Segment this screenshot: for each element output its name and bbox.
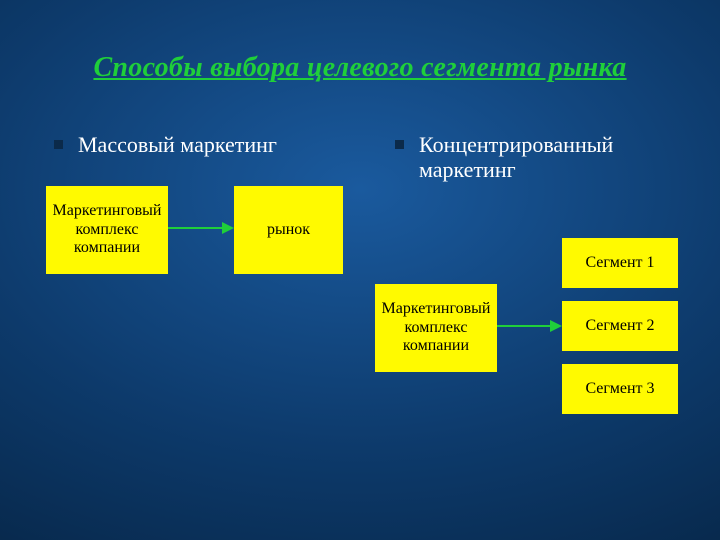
box-marketing-complex-right: Маркетинговый комплекс компании	[375, 284, 497, 372]
bullet-left	[54, 140, 63, 149]
arrow-right-head	[550, 320, 562, 332]
box-segment-3: Сегмент 3	[562, 364, 678, 414]
arrow-left-head	[222, 222, 234, 234]
label-concentrated-marketing: Концентрированный маркетинг	[419, 132, 683, 183]
slide-title: Способы выбора целевого сегмента рынка	[0, 52, 720, 84]
label-mass-marketing: Массовый маркетинг	[78, 132, 277, 157]
box-segment-1: Сегмент 1	[562, 238, 678, 288]
box-segment-2: Сегмент 2	[562, 301, 678, 351]
arrow-left-line	[168, 227, 222, 229]
box-market: рынок	[234, 186, 343, 274]
arrow-right-line	[497, 325, 550, 327]
box-marketing-complex-left: Маркетинговый комплекс компании	[46, 186, 168, 274]
bullet-right	[395, 140, 404, 149]
